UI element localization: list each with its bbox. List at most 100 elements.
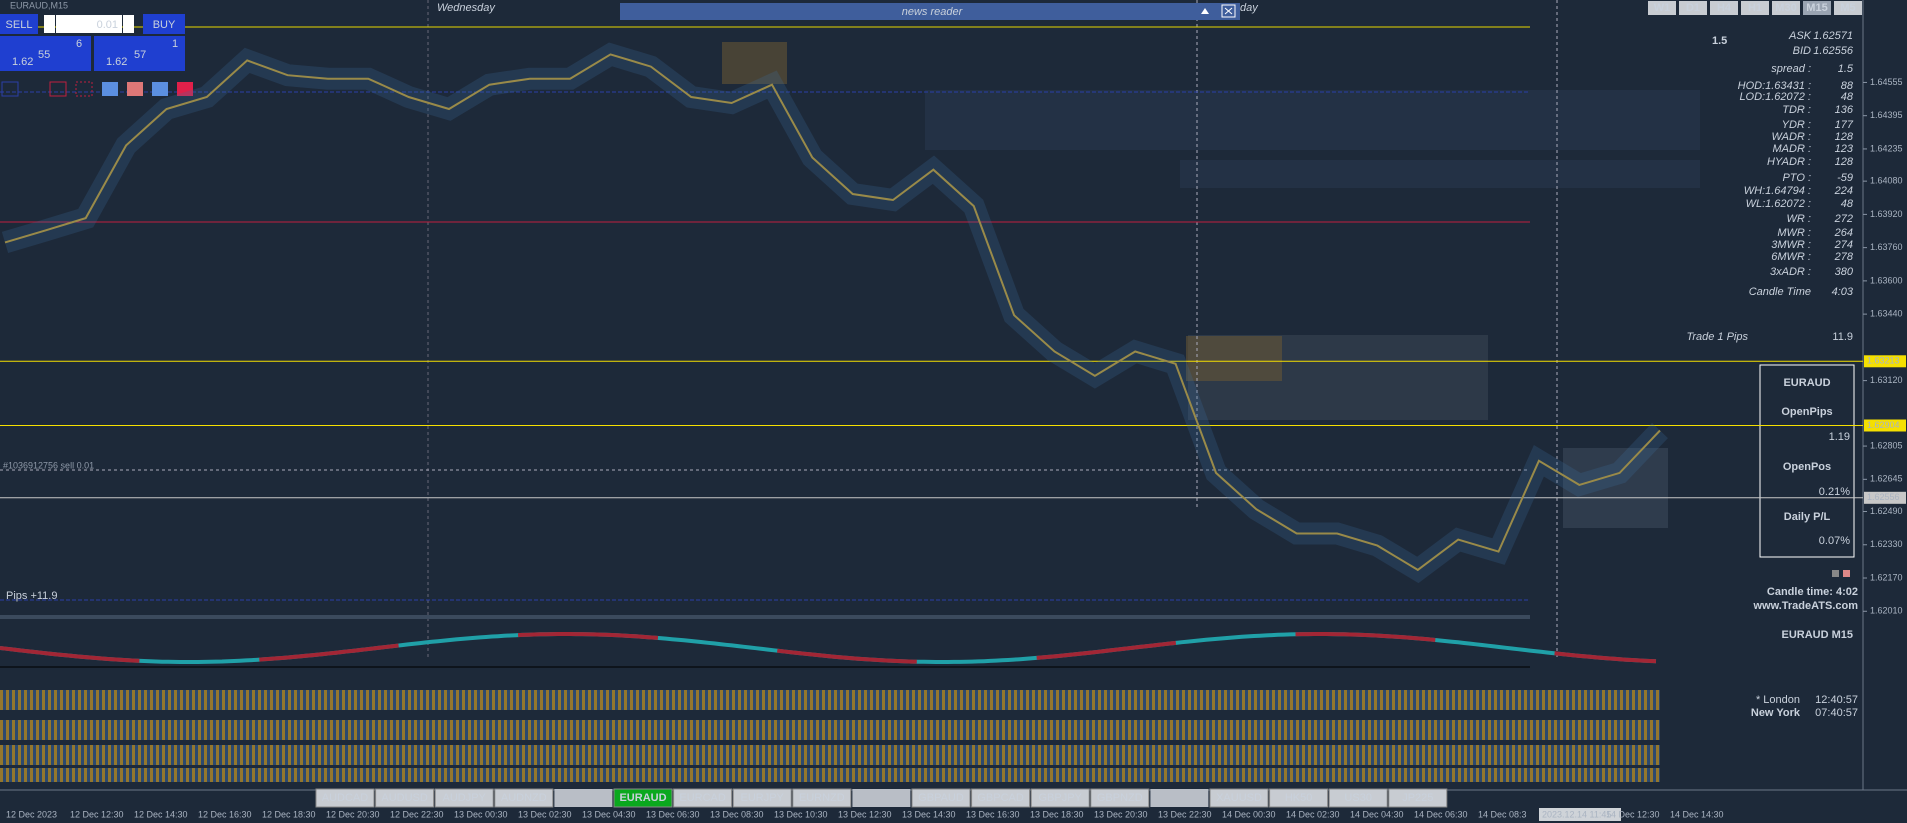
session-name: New York	[1751, 707, 1801, 719]
zone	[1563, 448, 1668, 528]
symbol-tab[interactable]	[792, 788, 852, 808]
time-label: 13 Dec 18:30	[1030, 809, 1084, 819]
spread-big: 1.5	[1712, 35, 1727, 47]
buy-label: BUY	[153, 19, 176, 31]
day-label: Wednesday	[437, 2, 496, 14]
ask-big: 57	[134, 49, 146, 61]
time-label: 12 Dec 18:30	[262, 809, 316, 819]
news-reader-title: news reader	[902, 6, 964, 18]
time-label: 2023.12.14 11:45	[1542, 809, 1611, 819]
symbol-label: AUDJPY	[442, 792, 486, 804]
level-label: 1.62904	[1867, 420, 1900, 430]
stat-value: 1.5	[1838, 63, 1854, 75]
stat-label: MADR :	[1773, 143, 1812, 155]
stat-value: 264	[1834, 227, 1853, 239]
timeframe-button[interactable]	[1741, 1, 1769, 15]
level-label: 1.62556	[1867, 492, 1900, 502]
symbol-label: US30	[1344, 792, 1372, 804]
sessions: * London 12:40:57 New York 07:40:57	[1751, 694, 1858, 719]
symbol-label: EURNZD	[799, 792, 845, 804]
time-label: 13 Dec 04:30	[582, 809, 636, 819]
swatch[interactable]	[152, 82, 168, 96]
tick-label: 1.62170	[1870, 572, 1903, 582]
close-button[interactable]	[1221, 4, 1236, 18]
swatch[interactable]	[177, 82, 193, 96]
open-pips: 1.19	[1829, 431, 1850, 443]
timeframe-label: W1	[1654, 2, 1671, 14]
swatch[interactable]	[49, 81, 67, 97]
symbol-tab[interactable]	[1090, 788, 1150, 808]
symbol-tab[interactable]	[1269, 788, 1329, 808]
stat-value: 278	[1834, 251, 1854, 263]
symbol-tab[interactable]	[971, 788, 1031, 808]
swatch[interactable]	[1, 81, 19, 97]
stat-value: 1.62571	[1813, 30, 1853, 42]
ask-small: 1.62	[106, 56, 127, 68]
swatch[interactable]	[102, 82, 118, 96]
symbol-label: GBPNZD	[1097, 792, 1143, 804]
symbol-tab[interactable]	[613, 788, 673, 808]
symbol-tab[interactable]	[375, 788, 435, 808]
stat-value: 123	[1835, 143, 1854, 155]
swatch[interactable]	[127, 82, 143, 96]
price-envelope	[1, 42, 1668, 584]
timeframe-label: M15	[1806, 2, 1827, 14]
sell-button[interactable]	[0, 14, 38, 34]
bid-box[interactable]	[0, 36, 91, 71]
timeframe-button[interactable]	[1679, 1, 1707, 15]
symbol-tab[interactable]	[732, 788, 792, 808]
symbol-tab[interactable]	[1030, 788, 1090, 808]
symbol-tab[interactable]	[315, 788, 375, 808]
swatch[interactable]	[75, 81, 93, 97]
time-axis: 12 Dec 2023 12 Dec 12:30 12 Dec 14:30 12 De…	[6, 808, 1724, 821]
volume-band	[0, 690, 1660, 710]
symbol-tab[interactable]	[673, 788, 733, 808]
lot-input[interactable]	[56, 15, 122, 33]
lot-up[interactable]	[123, 15, 134, 33]
timeframe-bar: W1 D1 H4 H1 M30 M15 M5	[1648, 1, 1862, 15]
stat-label: WADR :	[1771, 131, 1811, 143]
symbol-tab[interactable]	[1209, 788, 1269, 808]
icon	[1843, 570, 1850, 577]
stat-label: spread :	[1771, 63, 1811, 75]
symbol-label: GBPJPY	[1038, 792, 1082, 804]
timeframe-label: M5	[1840, 2, 1855, 14]
symbol-label: EURJPY	[740, 792, 784, 804]
collapse-icon[interactable]	[1201, 8, 1209, 14]
stat-value: 274	[1834, 239, 1853, 251]
position-box	[1759, 364, 1855, 558]
symbol-tab[interactable]	[494, 788, 554, 808]
time-label: 14 Dec 04:30	[1350, 809, 1404, 819]
timeframe-button[interactable]	[1834, 1, 1862, 15]
timeframe-button[interactable]	[1710, 1, 1738, 15]
stat-value: 272	[1834, 213, 1853, 225]
stat-label: BID	[1793, 45, 1811, 57]
tick-label: 1.63600	[1870, 275, 1903, 285]
symbol-tab[interactable]	[1328, 788, 1388, 808]
symbol-tab[interactable]	[911, 788, 971, 808]
time-label: 13 Dec 12:30	[838, 809, 892, 819]
ask-box[interactable]	[94, 36, 185, 71]
daily-label: Daily P/L	[1784, 511, 1831, 523]
symbol-tab[interactable]	[434, 788, 494, 808]
stat-value: 177	[1835, 119, 1854, 131]
news-reader[interactable]	[620, 3, 1240, 20]
daily-value: 0.07%	[1819, 535, 1850, 547]
open-pips-label: OpenPips	[1781, 406, 1832, 418]
buy-button[interactable]	[143, 14, 185, 34]
timeframe-button[interactable]	[1803, 1, 1831, 15]
stat-value: 128	[1835, 156, 1854, 168]
stat-label: Candle Time	[1749, 286, 1811, 298]
level-label: 1.63213	[1867, 356, 1900, 366]
price-series	[1, 42, 1668, 584]
candle-time: Candle time: 4:02	[1767, 586, 1858, 598]
level-tag	[1864, 419, 1906, 432]
lot-down[interactable]	[44, 15, 55, 33]
tab-slot	[852, 789, 911, 807]
time-label: 13 Dec 08:30	[710, 809, 764, 819]
time-label: 13 Dec 22:30	[1158, 809, 1212, 819]
timeframe-button[interactable]	[1772, 1, 1800, 15]
timeframe-button[interactable]	[1648, 1, 1676, 15]
time-label: 13 Dec 20:30	[1094, 809, 1148, 819]
symbol-tab[interactable]	[1388, 788, 1448, 808]
